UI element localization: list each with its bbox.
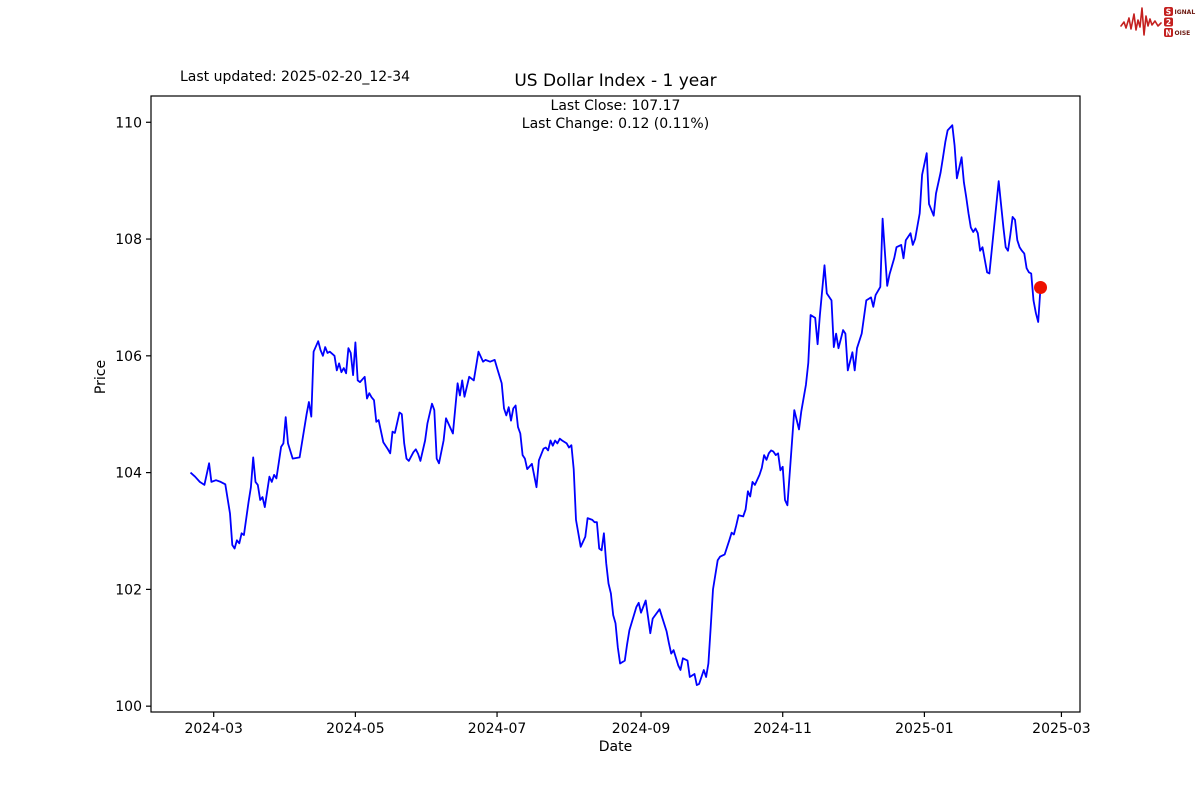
logo-signal-suffix: IGNAL <box>1175 9 1196 16</box>
x-axis-label: Date <box>598 739 633 755</box>
last-close-annotation: Last Close: 107.17 <box>550 98 681 114</box>
x-tick-label: 2024-07 <box>468 721 527 737</box>
y-tick-label: 110 <box>115 115 142 131</box>
logo-waveform-icon <box>1120 7 1162 36</box>
last-close-marker <box>1034 281 1048 295</box>
y-tick-label: 102 <box>115 582 142 598</box>
plot-frame <box>150 95 1081 713</box>
logo-s-letter: S <box>1166 7 1171 16</box>
x-tick-label: 2024-11 <box>753 721 812 737</box>
y-tick-label: 104 <box>115 466 142 482</box>
x-tick-label: 2024-09 <box>612 721 671 737</box>
logo-n-letter: N <box>1165 28 1171 37</box>
logo-two-digit: 2 <box>1166 18 1171 27</box>
price-line <box>189 124 1042 686</box>
y-tick-label: 100 <box>115 699 142 715</box>
logo-text-two: 2 <box>1164 17 1173 27</box>
logo-text-signal: S IGNAL <box>1164 7 1195 16</box>
x-tick-label: 2025-03 <box>1032 721 1091 737</box>
last-updated-text: Last updated: 2025-02-20_12-34 <box>180 69 411 85</box>
logo-text-noise: N OISE <box>1164 28 1190 37</box>
chart-title: US Dollar Index - 1 year <box>514 71 717 91</box>
logo-noise-suffix: OISE <box>1175 30 1191 37</box>
logo-n-box <box>1164 28 1173 37</box>
y-tick-label: 106 <box>115 349 142 365</box>
logo-s-box <box>1164 7 1173 16</box>
x-tick-label: 2025-01 <box>895 721 954 737</box>
x-tick-label: 2024-05 <box>326 721 385 737</box>
last-change-annotation: Last Change: 0.12 (0.11%) <box>521 116 710 132</box>
signal2noise-logo: S IGNAL 2 N OISE <box>1120 7 1195 37</box>
logo-two-box <box>1164 17 1173 27</box>
y-tick-label: 108 <box>115 232 142 248</box>
x-tick-label: 2024-03 <box>184 721 243 737</box>
